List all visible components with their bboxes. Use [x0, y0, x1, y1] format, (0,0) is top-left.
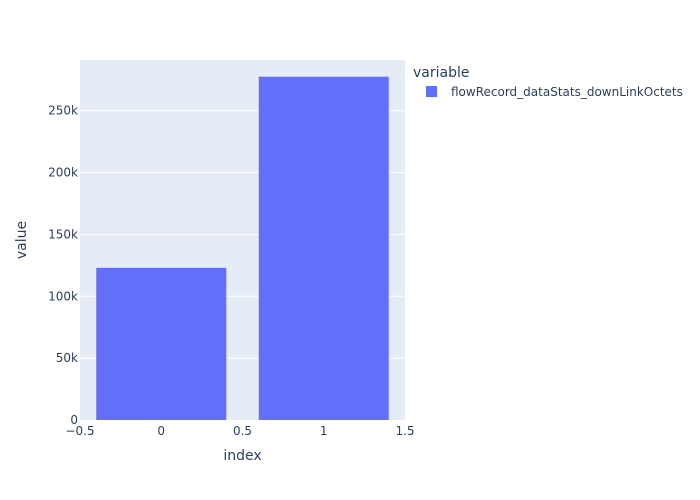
x-axis-title: index: [223, 448, 261, 464]
legend-series-label[interactable]: flowRecord_dataStats_downLinkOctets: [451, 85, 683, 99]
y-tick-label-0: 0: [70, 413, 78, 427]
x-tick-label-1: 0: [157, 424, 165, 438]
y-tick-label-2: 100k: [48, 289, 78, 303]
y-axis-title: value: [14, 221, 30, 259]
y-tick-label-3: 150k: [48, 227, 78, 241]
y-tick-label-4: 200k: [48, 166, 78, 180]
x-tick-label-2: 0.5: [233, 424, 252, 438]
y-tick-label-5: 250k: [48, 104, 78, 118]
y-tick-labels: 0 50k 100k 150k 200k 250k: [48, 104, 78, 427]
x-tick-label-4: 1.5: [395, 424, 414, 438]
legend-swatch[interactable]: [426, 86, 437, 97]
legend[interactable]: variable flowRecord_dataStats_downLinkOc…: [413, 65, 683, 99]
bar-1[interactable]: [258, 76, 389, 420]
y-tick-label-1: 50k: [56, 351, 78, 365]
bars: [96, 76, 389, 420]
legend-title: variable: [413, 65, 469, 81]
bar-0[interactable]: [96, 267, 227, 420]
x-tick-labels: −0.5 0 0.5 1 1.5: [65, 424, 414, 438]
x-tick-label-0: −0.5: [65, 424, 94, 438]
x-tick-label-3: 1: [320, 424, 328, 438]
